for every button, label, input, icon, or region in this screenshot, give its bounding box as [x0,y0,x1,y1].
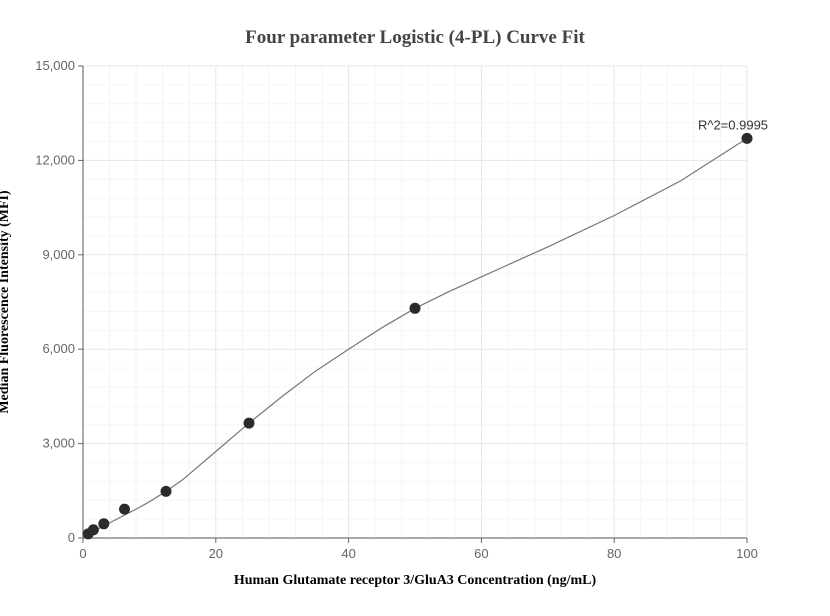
data-point [243,417,255,429]
x-tick-label: 20 [209,546,223,561]
y-axis-title: Median Fluorescence Intensity (MFI) [0,190,12,414]
label-layer: 0 20 40 60 80 100 0 3,000 6,000 9,000 12,000 15,000… [35,58,768,561]
x-tick-label: 80 [607,546,621,561]
y-tick-label: 15,000 [35,58,75,73]
axis-layer [78,65,748,543]
x-tick-label: 0 [79,546,86,561]
x-tick-label: 60 [474,546,488,561]
x-axis-title: Human Glutamate receptor 3/GluA3 Concent… [234,573,597,588]
x-tick-label: 40 [341,546,355,561]
point-layer [82,132,753,540]
y-tick-label: 12,000 [35,152,75,167]
y-tick-label: 9,000 [42,247,75,262]
data-point [409,302,421,314]
data-point [160,485,172,497]
data-point [119,503,130,515]
data-point [87,524,99,536]
x-tick-label: 100 [736,546,758,561]
chart-title: Four parameter Logistic (4-PL) Curve Fit [245,27,585,48]
data-point [741,132,753,144]
data-point [98,518,110,530]
y-tick-label: 0 [68,530,75,545]
y-tick-label: 3,000 [42,436,75,451]
grid-layer [82,65,748,539]
y-tick-label: 6,000 [42,341,75,356]
plot-area-border [82,65,748,539]
r-squared-annotation: R^2=0.9995 [698,117,768,132]
